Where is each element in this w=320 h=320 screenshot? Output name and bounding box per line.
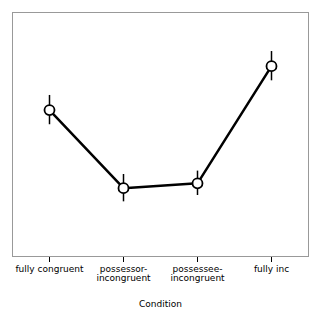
svg-text:possessor-incongruent: possessor-incongruent — [96, 264, 151, 283]
svg-text:Condition: Condition — [139, 299, 182, 309]
svg-text:fully inc: fully inc — [254, 264, 289, 274]
svg-text:possessee-incongruent: possessee-incongruent — [170, 264, 225, 283]
svg-text:fully congruent: fully congruent — [15, 264, 84, 274]
